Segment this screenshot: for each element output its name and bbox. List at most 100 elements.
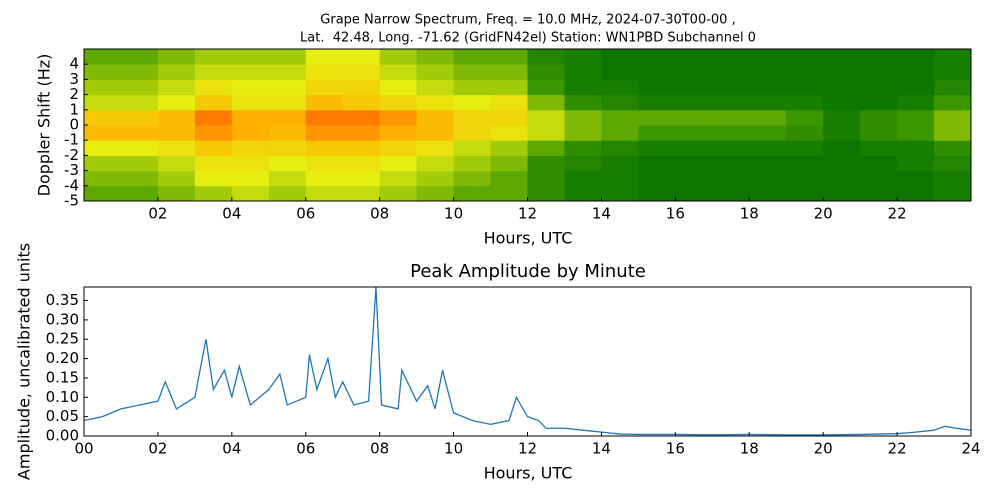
- heatmap-cell: [194, 125, 233, 141]
- heatmap-cell: [749, 155, 787, 172]
- heatmap-cell: [120, 170, 159, 187]
- heatmap-cell: [675, 185, 713, 202]
- heatmap-cell: [786, 125, 824, 141]
- heatmap-cell: [157, 64, 196, 80]
- heatmap-cell: [490, 94, 528, 111]
- y-tick-label: -5: [64, 192, 79, 210]
- y-tick-label: 3: [69, 70, 79, 88]
- heatmap-cell: [638, 109, 676, 126]
- heatmap-cell: [120, 185, 159, 202]
- y-tick-label: 4: [69, 55, 79, 73]
- heatmap-cell: [712, 109, 750, 126]
- heatmap-cell: [934, 79, 972, 96]
- heatmap-cell: [342, 94, 381, 111]
- heatmap-cell: [860, 64, 898, 80]
- x-tick-label: 14: [592, 205, 611, 223]
- x-tick-label: 12: [518, 440, 537, 458]
- heatmap-cell: [490, 155, 528, 172]
- heatmap-cell: [305, 170, 344, 187]
- heatmap-cell: [786, 64, 824, 80]
- heatmap-cell: [601, 185, 639, 202]
- heatmap-cell: [490, 125, 528, 141]
- heatmap-cell: [749, 125, 787, 141]
- heatmap-cell: [453, 79, 492, 96]
- heatmap-cell: [786, 109, 824, 126]
- heatmap-cell: [527, 185, 565, 202]
- heatmap-cell: [379, 49, 418, 65]
- heatmap-cell: [749, 170, 787, 187]
- heatmap-cell: [120, 140, 159, 156]
- heatmap-cell: [897, 49, 935, 65]
- heatmap-cell: [897, 170, 935, 187]
- heatmap-cell: [934, 170, 972, 187]
- x-tick-label: 00: [74, 440, 93, 458]
- heatmap-cell: [490, 109, 528, 126]
- heatmap-cell: [897, 94, 935, 111]
- heatmap-cell: [749, 49, 787, 65]
- heatmap-cell: [823, 140, 861, 156]
- heatmap-cell: [490, 49, 528, 65]
- x-tick-label: 16: [666, 205, 685, 223]
- heatmap-cell: [268, 64, 307, 80]
- heatmap-cell: [342, 49, 381, 65]
- heatmap-cell: [231, 109, 270, 126]
- y-axis-label: Doppler Shift (Hz): [35, 54, 54, 197]
- heatmap-cell: [564, 140, 602, 156]
- x-tick-label: 24: [961, 440, 980, 458]
- heatmap-cell: [84, 185, 122, 202]
- heatmap-cell: [527, 140, 565, 156]
- heatmap-cell: [231, 49, 270, 65]
- heatmap-cell: [416, 79, 455, 96]
- heatmap-cell: [416, 140, 455, 156]
- heatmap-cell: [749, 109, 787, 126]
- heatmap-cell: [194, 155, 233, 172]
- heatmap-cell: [84, 125, 122, 141]
- heatmap-cell: [120, 109, 159, 126]
- heatmap-cell: [194, 109, 233, 126]
- heatmap-cell: [453, 49, 492, 65]
- heatmap-cell: [194, 64, 233, 80]
- heatmap-cell: [638, 170, 676, 187]
- heatmap-cell: [675, 109, 713, 126]
- heatmap-cell: [84, 155, 122, 172]
- heatmap-cell: [305, 79, 344, 96]
- y-tick-label: 0.00: [46, 427, 79, 445]
- heatmap-cell: [823, 94, 861, 111]
- heatmap-cell: [712, 125, 750, 141]
- heatmap-cell: [120, 64, 159, 80]
- heatmap-cell: [120, 49, 159, 65]
- heatmap-cell: [934, 155, 972, 172]
- x-tick-label: 12: [518, 205, 537, 223]
- heatmap-cell: [157, 125, 196, 141]
- y-tick-label: 0.20: [46, 349, 79, 367]
- heatmap-cell: [897, 79, 935, 96]
- heatmap-cell: [601, 140, 639, 156]
- heatmap-cell: [305, 140, 344, 156]
- heatmap-cell: [490, 185, 528, 202]
- heatmap-cell: [601, 49, 639, 65]
- heatmap-cell: [157, 94, 196, 111]
- heatmap-cell: [194, 140, 233, 156]
- heatmap-cell: [823, 109, 861, 126]
- heatmap-cell: [268, 109, 307, 126]
- x-tick-label: 06: [296, 440, 315, 458]
- heatmap-cell: [638, 155, 676, 172]
- heatmap-cell: [749, 140, 787, 156]
- heatmap-cell: [564, 170, 602, 187]
- heatmap-cell: [564, 64, 602, 80]
- heatmap-cell: [305, 94, 344, 111]
- heatmap-cell: [712, 49, 750, 65]
- heatmap-cell: [823, 79, 861, 96]
- x-tick-label: 04: [222, 440, 241, 458]
- heatmap-cell: [712, 155, 750, 172]
- heatmap-cell: [379, 170, 418, 187]
- x-tick-label: 20: [814, 440, 833, 458]
- heatmap-cell: [231, 155, 270, 172]
- heatmap-cell: [601, 94, 639, 111]
- heatmap-cell: [601, 79, 639, 96]
- heatmap-cell: [860, 94, 898, 111]
- heatmap-cell: [268, 140, 307, 156]
- heatmap-cell: [379, 140, 418, 156]
- heatmap-cell: [157, 79, 196, 96]
- heatmap-cell: [305, 109, 344, 126]
